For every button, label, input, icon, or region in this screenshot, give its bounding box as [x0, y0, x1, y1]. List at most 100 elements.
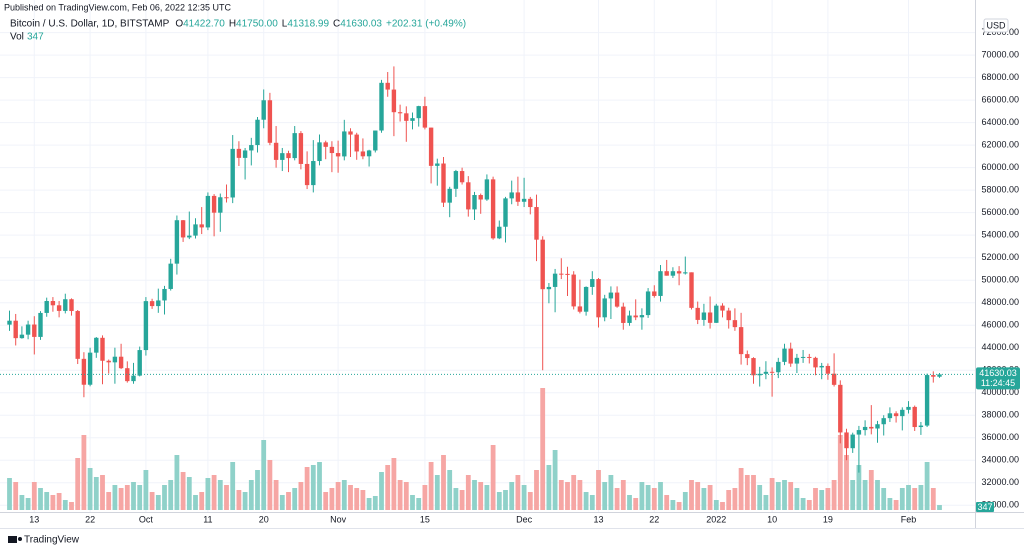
candle-body — [887, 413, 893, 419]
volume-bar — [292, 488, 298, 510]
volume-bar — [627, 495, 632, 510]
volume-bar — [472, 480, 477, 510]
volume-bar — [856, 465, 862, 510]
volume-bar — [633, 498, 639, 510]
candle-body — [211, 195, 217, 213]
volume-bar — [248, 480, 254, 510]
candle-body — [559, 273, 564, 275]
candle-body — [7, 320, 12, 325]
volume-bar — [534, 470, 539, 510]
volume-bar — [676, 502, 682, 510]
candle-body — [633, 315, 638, 318]
volume-bar — [546, 465, 552, 510]
volume-bar — [354, 488, 360, 510]
volume-bar — [509, 482, 515, 510]
candle-body — [373, 130, 378, 151]
candle-body — [230, 148, 235, 198]
candle-body — [714, 305, 719, 323]
candle-body — [466, 182, 471, 210]
candle-body — [521, 198, 527, 202]
volume-bar — [168, 480, 174, 510]
candle-body — [800, 356, 806, 358]
candle-body — [782, 348, 787, 362]
ohlc-value: 41422.70 — [183, 19, 225, 30]
candle-body — [534, 207, 539, 240]
volume-bar — [639, 482, 645, 510]
candle-body — [751, 358, 756, 376]
volume-bar — [868, 470, 874, 510]
y-tick-label: 36000.00 — [981, 432, 1019, 442]
volume-bar — [81, 435, 87, 510]
candle-body — [441, 163, 446, 203]
volume-bar — [695, 482, 701, 510]
candle-body — [906, 406, 911, 410]
y-tick-label: 34000.00 — [981, 455, 1019, 465]
candle-body — [459, 171, 465, 183]
ohlc-value: 41750.00 — [236, 19, 278, 30]
candle-body — [81, 358, 87, 385]
volume-bar — [825, 488, 831, 510]
volume-bar — [899, 488, 905, 510]
volume-bar — [38, 488, 43, 510]
y-tick-label: 70000.00 — [981, 50, 1019, 60]
x-tick-label: Oct — [139, 514, 154, 524]
candle-body — [819, 365, 824, 368]
candle-body — [931, 375, 936, 377]
candle-body — [540, 239, 545, 290]
candle-body — [602, 298, 607, 318]
candle-body — [218, 197, 223, 213]
volume-bar — [837, 435, 843, 510]
volume-bar — [56, 493, 62, 510]
volume-bar — [335, 482, 341, 510]
volume-bar — [614, 488, 620, 510]
candles — [7, 66, 942, 473]
candle-body — [639, 315, 645, 318]
y-tick-label: 58000.00 — [981, 185, 1019, 195]
volume-bar — [385, 465, 391, 510]
volume-bar — [521, 485, 527, 510]
volume-bar — [682, 492, 688, 510]
candle-body — [621, 306, 626, 323]
ohlc-key: O — [175, 19, 183, 30]
volume-bar — [323, 492, 329, 510]
x-tick-label: 20 — [259, 514, 269, 524]
candle-body — [261, 100, 266, 120]
y-tick-label: 30000.00 — [981, 500, 1019, 510]
ohlc-key: H — [229, 19, 236, 30]
x-tick-label: 15 — [420, 514, 430, 524]
last-price-text: 41630.03 — [979, 368, 1017, 378]
volume-bar — [670, 500, 676, 510]
footer-brand: TradingView — [24, 535, 80, 546]
candle-body — [118, 356, 124, 369]
x-tick-label: Feb — [901, 514, 917, 524]
x-tick-label: 19 — [823, 514, 833, 524]
candle-body — [242, 150, 248, 158]
candle-body — [912, 406, 917, 428]
candle-body — [298, 133, 304, 164]
volume-bar — [137, 485, 143, 510]
candle-body — [893, 413, 899, 417]
candle-body — [205, 195, 211, 228]
y-tick-label: 40000.00 — [981, 387, 1019, 397]
volume-bar — [924, 462, 930, 510]
volume-bar — [664, 495, 670, 510]
volume-bar — [596, 470, 601, 510]
volume-bar — [794, 488, 800, 510]
candle-body — [249, 145, 254, 151]
candle-body — [149, 301, 155, 307]
candle-body — [342, 131, 347, 157]
volume-bar — [211, 475, 217, 510]
volume-bar — [186, 477, 192, 510]
candle-body — [391, 89, 397, 113]
volume-bar — [217, 480, 223, 510]
candle-body — [180, 220, 186, 238]
candle-body — [565, 273, 570, 275]
candle-body — [881, 418, 886, 425]
volume-bar — [788, 482, 794, 510]
candle-body — [825, 365, 831, 374]
volume-tag — [976, 502, 994, 512]
candle-body — [726, 310, 731, 321]
candle-body — [56, 305, 62, 311]
candle-body — [404, 113, 409, 121]
volume-label: Vol — [10, 32, 24, 43]
